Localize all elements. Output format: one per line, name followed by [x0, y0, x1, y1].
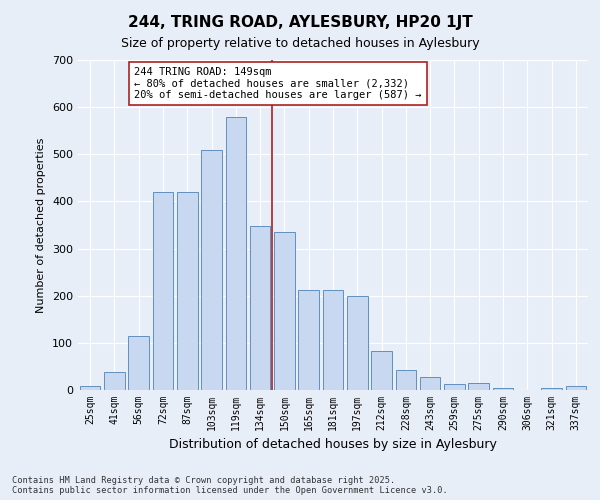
Bar	[201, 150, 222, 390]
Bar	[469, 384, 489, 390]
Bar	[80, 386, 100, 390]
Bar	[420, 378, 440, 390]
Bar	[371, 351, 392, 390]
Bar	[493, 388, 514, 390]
Bar	[177, 192, 197, 390]
Bar	[566, 386, 586, 390]
Bar	[128, 336, 149, 390]
Text: 244 TRING ROAD: 149sqm
← 80% of detached houses are smaller (2,332)
20% of semi-: 244 TRING ROAD: 149sqm ← 80% of detached…	[134, 67, 421, 100]
Bar	[152, 192, 173, 390]
Bar	[395, 370, 416, 390]
Bar	[444, 384, 465, 390]
Text: 244, TRING ROAD, AYLESBURY, HP20 1JT: 244, TRING ROAD, AYLESBURY, HP20 1JT	[128, 15, 472, 30]
Bar	[104, 372, 125, 390]
X-axis label: Distribution of detached houses by size in Aylesbury: Distribution of detached houses by size …	[169, 438, 497, 452]
Text: Size of property relative to detached houses in Aylesbury: Size of property relative to detached ho…	[121, 38, 479, 51]
Bar	[541, 388, 562, 390]
Bar	[347, 296, 368, 390]
Bar	[250, 226, 271, 390]
Bar	[298, 290, 319, 390]
Bar	[226, 116, 246, 390]
Bar	[274, 232, 295, 390]
Text: Contains HM Land Registry data © Crown copyright and database right 2025.
Contai: Contains HM Land Registry data © Crown c…	[12, 476, 448, 495]
Y-axis label: Number of detached properties: Number of detached properties	[37, 138, 46, 312]
Bar	[323, 290, 343, 390]
